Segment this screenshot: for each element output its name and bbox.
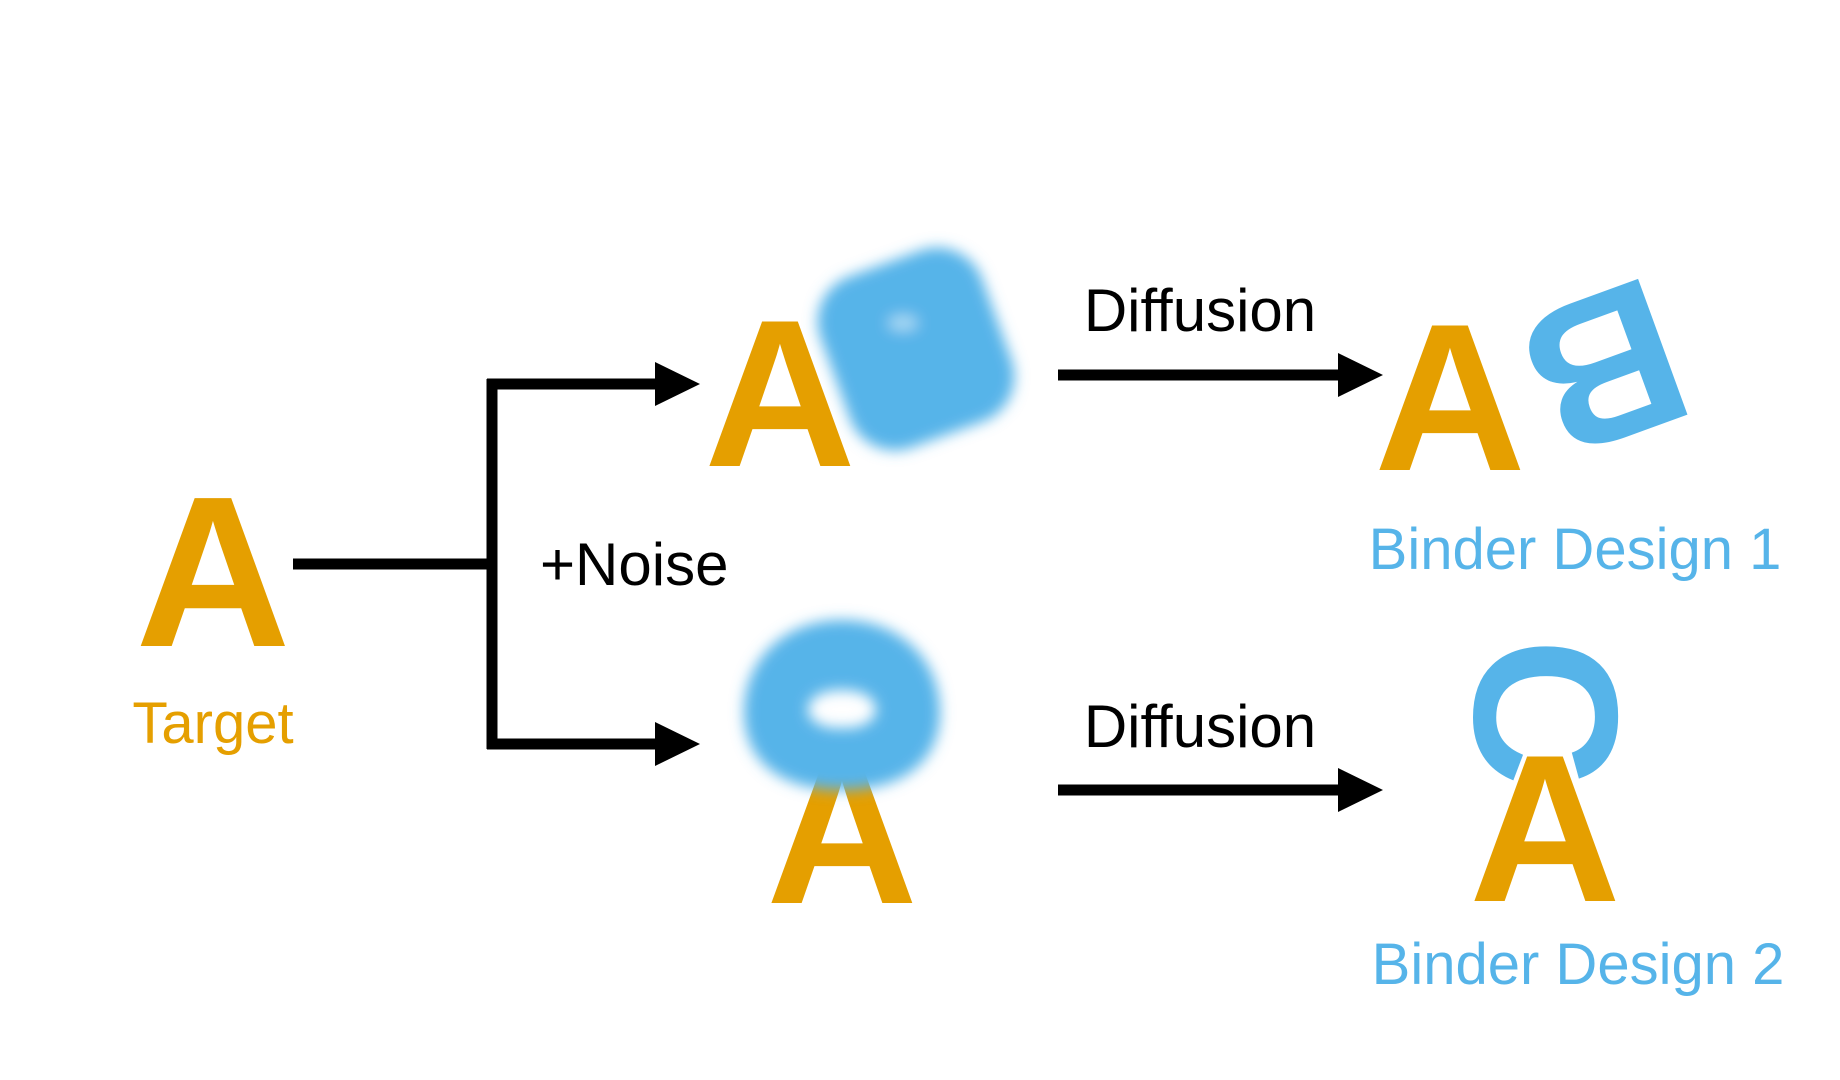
diffusion-label-top: Diffusion (1084, 277, 1316, 344)
diffusion-label-bottom: Diffusion (1084, 693, 1316, 760)
binder1-binder-glyph: B (1493, 232, 1716, 505)
branch-connector (293, 378, 660, 750)
binder1-target-glyph: A (1374, 280, 1526, 515)
arrow-head-bottom (655, 722, 700, 766)
noise-label: +Noise (540, 531, 728, 598)
target-label: Target (132, 691, 293, 756)
noised-binder-blob-1 (817, 247, 1015, 451)
arrow-head-top (655, 362, 700, 406)
diffusion-arrow-top-head (1338, 353, 1383, 397)
binder2-binder-glyph: C (1431, 638, 1660, 786)
binder2-label: Binder Design 2 (1372, 932, 1785, 997)
diffusion-arrow-bottom-head (1338, 768, 1383, 812)
target-glyph: A (135, 451, 290, 692)
noised-binder-blob-2 (744, 620, 940, 790)
binder1-label: Binder Design 1 (1369, 517, 1782, 582)
binder2-target-glyph: A (1469, 711, 1621, 946)
noised-target-glyph-1: A (704, 276, 856, 511)
